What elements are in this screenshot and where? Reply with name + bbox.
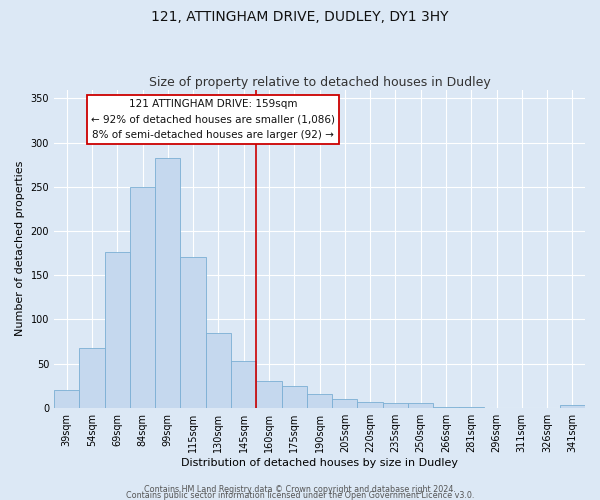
Text: 121, ATTINGHAM DRIVE, DUDLEY, DY1 3HY: 121, ATTINGHAM DRIVE, DUDLEY, DY1 3HY [151, 10, 449, 24]
Bar [256, 381, 281, 407]
Bar [433, 407, 458, 408]
Title: Size of property relative to detached houses in Dudley: Size of property relative to detached ho… [149, 76, 490, 90]
Bar [307, 394, 332, 407]
Bar [458, 407, 484, 408]
Text: 121 ATTINGHAM DRIVE: 159sqm
← 92% of detached houses are smaller (1,086)
8% of s: 121 ATTINGHAM DRIVE: 159sqm ← 92% of det… [91, 99, 335, 140]
Bar [560, 405, 585, 407]
Bar [408, 404, 433, 407]
Bar [155, 158, 181, 408]
Bar [332, 399, 358, 407]
Bar [206, 332, 231, 407]
Bar [130, 186, 155, 408]
Y-axis label: Number of detached properties: Number of detached properties [15, 161, 25, 336]
Bar [358, 402, 383, 407]
Bar [383, 404, 408, 407]
Text: Contains HM Land Registry data © Crown copyright and database right 2024.: Contains HM Land Registry data © Crown c… [144, 484, 456, 494]
Bar [79, 348, 104, 408]
Bar [281, 386, 307, 407]
Bar [54, 390, 79, 407]
Text: Contains public sector information licensed under the Open Government Licence v3: Contains public sector information licen… [126, 490, 474, 500]
Bar [104, 252, 130, 408]
Bar [231, 361, 256, 408]
Bar [181, 256, 206, 408]
X-axis label: Distribution of detached houses by size in Dudley: Distribution of detached houses by size … [181, 458, 458, 468]
